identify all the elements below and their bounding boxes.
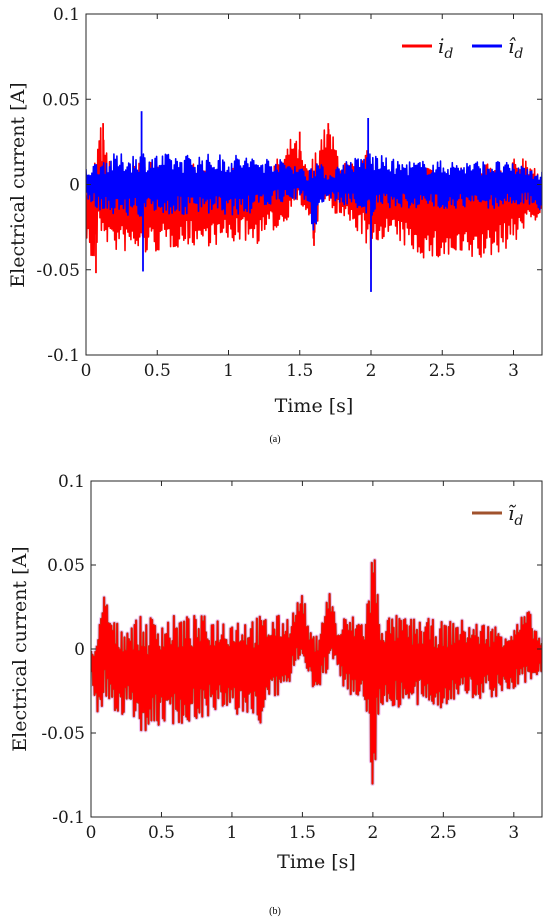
y-tick-label: -0.05 [41, 724, 85, 744]
caption-a: (a) [269, 434, 281, 445]
legend-symbol-1: î [508, 34, 516, 58]
x-tick-label: 0.5 [144, 361, 171, 381]
plot-area [86, 111, 542, 292]
x-tick-label: 2 [367, 823, 378, 843]
x-tick-label: 3 [508, 823, 519, 843]
legend-label-0: id [438, 34, 453, 62]
caption-b: (b) [269, 906, 281, 917]
legend-subscript-0: d [514, 513, 523, 529]
legend-symbol-0: ĩ [508, 501, 517, 525]
x-axis-label: Time [s] [277, 851, 356, 873]
legend-label-1: îd [508, 34, 523, 62]
x-tick-label: 0.5 [148, 823, 175, 843]
x-tick-label: 0 [81, 361, 92, 381]
x-tick-label: 2.5 [429, 361, 456, 381]
y-tick-label: 0 [69, 176, 80, 196]
x-tick-label: 1 [223, 361, 234, 381]
y-axis-label: Electrical current [A] [9, 546, 31, 751]
legend-symbol-0: i [438, 34, 444, 58]
y-tick-label: 0.1 [58, 472, 85, 492]
x-tick-label: 1.5 [286, 361, 313, 381]
x-tick-label: 2.5 [430, 823, 457, 843]
plot-area [91, 558, 542, 786]
x-tick-label: 3 [508, 361, 519, 381]
series-line-0 [91, 559, 542, 785]
x-tick-label: 2 [366, 361, 377, 381]
y-tick-label: 0 [74, 640, 85, 660]
legend-subscript-1: d [514, 46, 523, 62]
x-axis-label: Time [s] [275, 395, 354, 417]
x-tick-label: 1.5 [289, 823, 316, 843]
y-tick-label: 0.05 [47, 556, 85, 576]
y-tick-label: -0.1 [47, 346, 80, 366]
series-line-1 [86, 153, 542, 231]
y-tick-label: -0.1 [52, 808, 85, 828]
y-tick-label: 0.05 [42, 90, 80, 110]
y-tick-label: 0.1 [53, 5, 80, 25]
legend: ĩd [472, 501, 523, 529]
x-tick-label: 1 [227, 823, 238, 843]
y-axis-label: Electrical current [A] [7, 82, 29, 287]
legend-label-0: ĩd [508, 501, 523, 529]
chart-a: 0 0.5 1 1.5 2 2.5 3 -0.1 -0.05 0 0.05 0.1 Time [s] El… [7, 5, 543, 417]
chart-b: 0 0.5 1 1.5 2 2.5 3 -0.1 -0.05 0 0.05 0.1 Time [s] El… [9, 472, 543, 873]
x-tick-label: 0 [86, 823, 97, 843]
y-tick-label: -0.05 [36, 261, 80, 281]
legend-subscript-0: d [444, 46, 453, 62]
